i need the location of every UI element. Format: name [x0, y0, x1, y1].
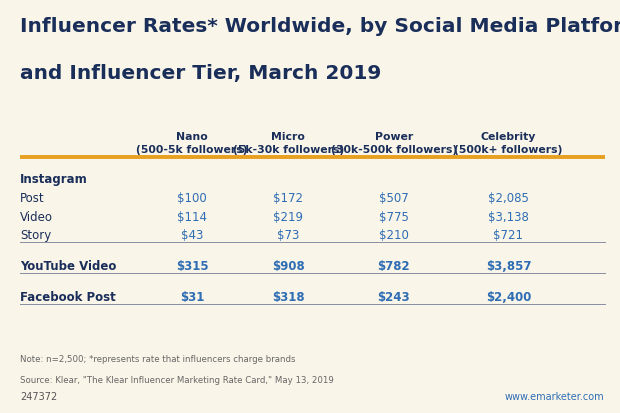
Text: $43: $43: [181, 229, 203, 242]
Text: $219: $219: [273, 211, 303, 223]
Text: Instagram: Instagram: [20, 173, 87, 186]
Text: $2,400: $2,400: [485, 291, 531, 304]
Text: Nano
(500-5k followers): Nano (500-5k followers): [136, 132, 248, 155]
Text: $100: $100: [177, 192, 207, 205]
Text: Note: n=2,500; *represents rate that influencers charge brands: Note: n=2,500; *represents rate that inf…: [20, 355, 295, 364]
Text: $721: $721: [494, 229, 523, 242]
Text: $3,138: $3,138: [488, 211, 529, 223]
Text: www.emarketer.com: www.emarketer.com: [505, 392, 604, 402]
Text: Story: Story: [20, 229, 51, 242]
Text: $31: $31: [180, 291, 205, 304]
Text: $2,085: $2,085: [488, 192, 529, 205]
Text: Celebrity
(500k+ followers): Celebrity (500k+ followers): [454, 132, 562, 155]
Text: $3,857: $3,857: [485, 260, 531, 273]
Text: and Influencer Tier, March 2019: and Influencer Tier, March 2019: [20, 64, 381, 83]
Text: Power
(30k-500k followers): Power (30k-500k followers): [330, 132, 457, 155]
Text: $315: $315: [176, 260, 208, 273]
Text: YouTube Video: YouTube Video: [20, 260, 116, 273]
Text: 247372: 247372: [20, 392, 57, 402]
Text: Influencer Rates* Worldwide, by Social Media Platform: Influencer Rates* Worldwide, by Social M…: [20, 17, 620, 36]
Text: $318: $318: [272, 291, 304, 304]
Text: Source: Klear, "The Klear Influencer Marketing Rate Card," May 13, 2019: Source: Klear, "The Klear Influencer Mar…: [20, 376, 334, 385]
Text: Video: Video: [20, 211, 53, 223]
Text: $775: $775: [379, 211, 409, 223]
Text: $172: $172: [273, 192, 303, 205]
Text: Facebook Post: Facebook Post: [20, 291, 115, 304]
Text: $73: $73: [277, 229, 299, 242]
Text: $210: $210: [379, 229, 409, 242]
Text: $782: $782: [378, 260, 410, 273]
Text: Micro
(5k-30k followers): Micro (5k-30k followers): [232, 132, 344, 155]
Text: $908: $908: [272, 260, 304, 273]
Text: $243: $243: [378, 291, 410, 304]
Text: $507: $507: [379, 192, 409, 205]
Text: Post: Post: [20, 192, 45, 205]
Text: $114: $114: [177, 211, 207, 223]
